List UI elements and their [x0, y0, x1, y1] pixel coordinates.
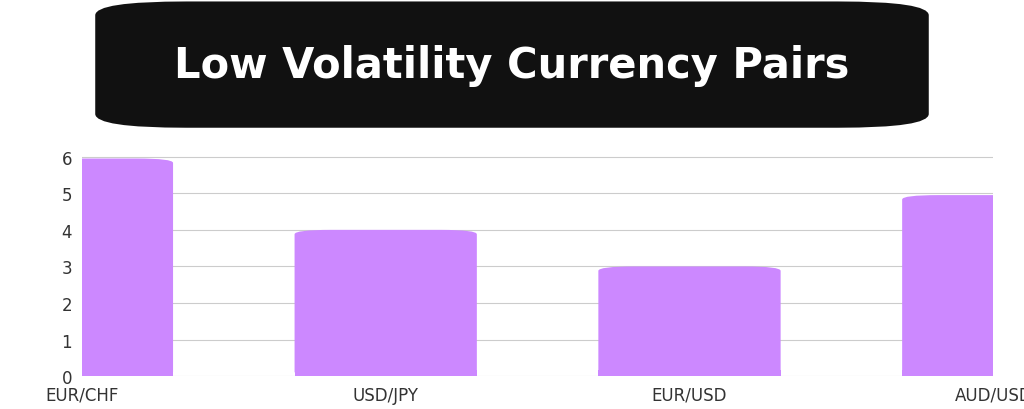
FancyBboxPatch shape — [0, 370, 173, 376]
FancyBboxPatch shape — [295, 230, 477, 376]
FancyBboxPatch shape — [598, 370, 780, 376]
FancyBboxPatch shape — [95, 2, 929, 128]
FancyBboxPatch shape — [902, 196, 1024, 376]
Text: Low Volatility Currency Pairs: Low Volatility Currency Pairs — [174, 45, 850, 86]
FancyBboxPatch shape — [0, 159, 173, 376]
FancyBboxPatch shape — [295, 370, 477, 376]
FancyBboxPatch shape — [902, 370, 1024, 376]
FancyBboxPatch shape — [598, 267, 780, 376]
